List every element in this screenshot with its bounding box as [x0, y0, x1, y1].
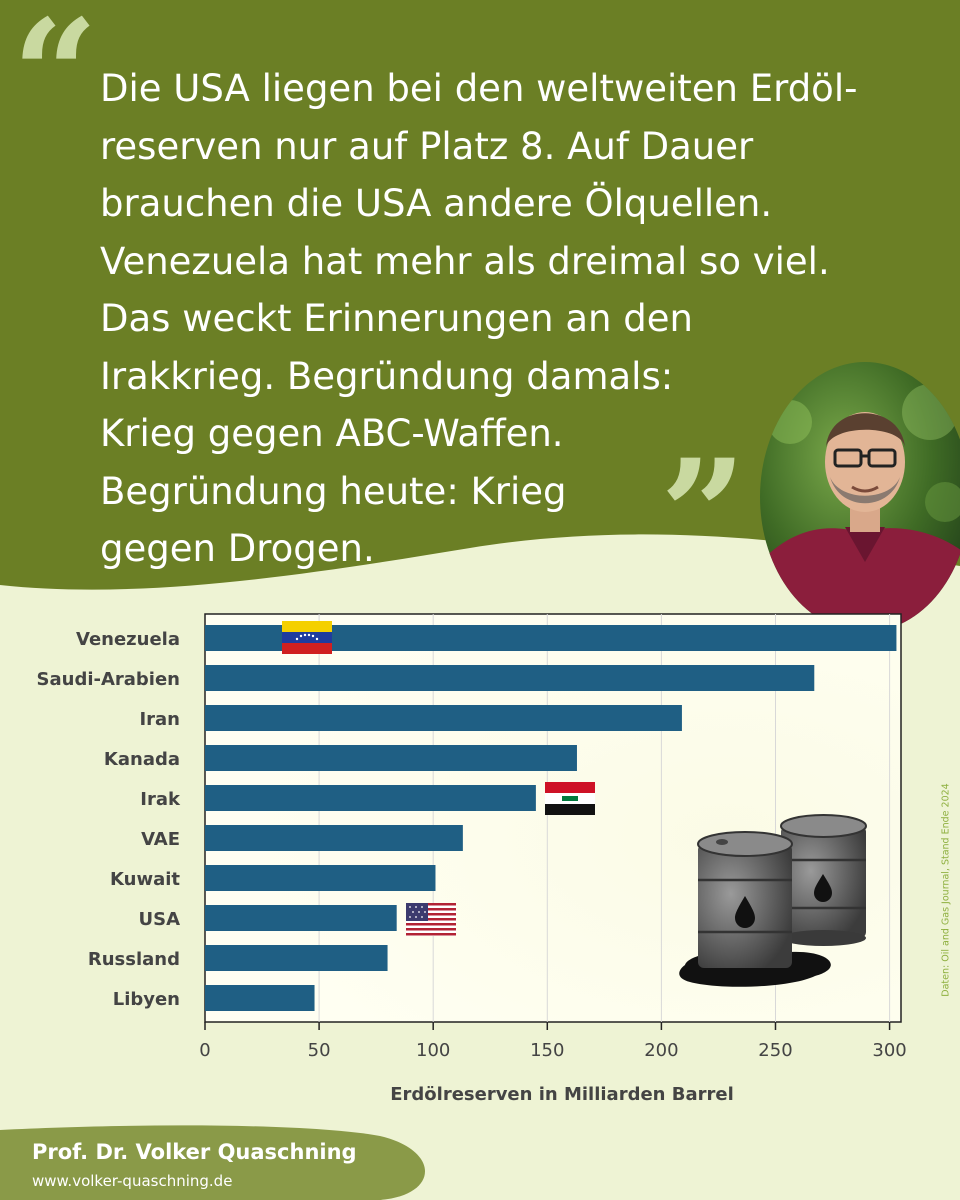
author-website[interactable]: www.volker-quaschning.de — [32, 1172, 233, 1190]
bar-chart: Venezuela Saudi-Arabien Iran Kanada Irak VAE K… — [37, 613, 907, 1105]
bar-iran — [205, 705, 682, 731]
category-label: Venezuela — [76, 629, 180, 650]
category-label: Kuwait — [110, 869, 180, 890]
quote-text: Die USA liegen bei den weltweiten Erdöl-… — [100, 67, 858, 570]
bar-vae — [205, 825, 463, 851]
header-band — [0, 0, 960, 590]
data-source-note: Daten: Oil and Gas Journal, Stand Ende 2… — [940, 783, 952, 997]
x-tick-label: 300 — [872, 1040, 906, 1061]
category-label: Russland — [88, 949, 180, 970]
bar-kuwait — [205, 865, 436, 891]
bar-saudi-arabien — [205, 665, 815, 691]
x-tick-label: 150 — [530, 1040, 564, 1061]
category-label: USA — [138, 909, 180, 930]
x-tick-label: 100 — [416, 1040, 450, 1061]
x-tick-label: 200 — [644, 1040, 678, 1061]
bar-irak — [205, 785, 536, 811]
x-tick-label: 50 — [308, 1040, 331, 1061]
close-quote-mark: ” — [660, 427, 747, 603]
footer-band — [0, 1125, 425, 1200]
x-tick-label: 250 — [758, 1040, 792, 1061]
flag-usa-icon — [406, 903, 456, 936]
category-label: Kanada — [104, 749, 180, 770]
author-name: Prof. Dr. Volker Quaschning — [32, 1140, 357, 1164]
bar-usa — [205, 905, 397, 931]
category-labels: Venezuela Saudi-Arabien Iran Kanada Irak VAE K… — [37, 629, 182, 1010]
x-tick-label: 0 — [199, 1040, 210, 1061]
bar-russland — [205, 945, 388, 971]
open-quote-mark: “ — [12, 0, 99, 163]
flag-venezuela-icon — [282, 621, 332, 654]
x-tick-labels: 0 50 100 150 200 250 300 — [199, 1022, 907, 1061]
category-label: Libyen — [113, 989, 180, 1010]
x-axis-label: Erdölreserven in Milliarden Barrel — [390, 1084, 734, 1105]
category-label: Iran — [139, 709, 180, 730]
flag-iraq-icon — [545, 782, 595, 815]
bar-kanada — [205, 745, 577, 771]
bar-libyen — [205, 985, 315, 1011]
category-label: Irak — [140, 789, 181, 810]
oil-barrels-illustration — [679, 814, 867, 987]
category-label: VAE — [141, 829, 180, 850]
category-label: Saudi-Arabien — [37, 669, 180, 690]
